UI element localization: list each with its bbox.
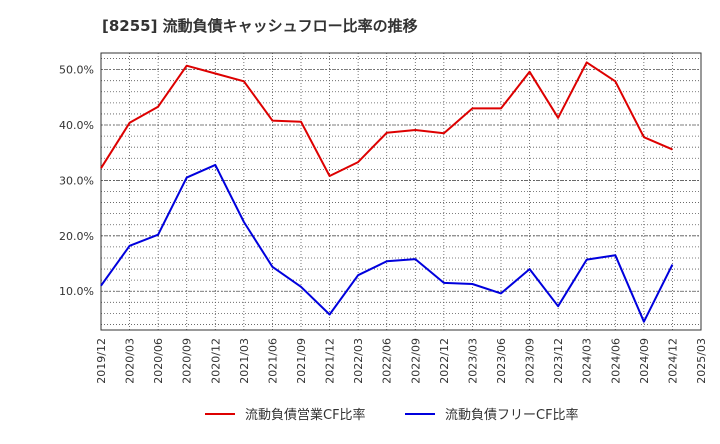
legend-label: 流動負債営業CF比率: [245, 407, 366, 423]
x-tick-label: 2023/09: [524, 338, 537, 384]
x-tick-label: 2024/03: [581, 338, 594, 384]
x-tick-label: 2025/03: [695, 338, 708, 384]
x-tick-label: 2021/09: [295, 338, 308, 384]
x-tick-label: 2020/12: [209, 338, 222, 384]
series-line-2: [100, 163, 674, 323]
series-line-1: [100, 61, 673, 177]
y-tick-label: 20.0%: [59, 230, 94, 243]
x-tick-label: 2023/06: [495, 338, 508, 384]
x-tick-label: 2020/09: [181, 338, 194, 384]
y-tick-label: 50.0%: [59, 64, 94, 77]
x-tick-label: 2023/12: [552, 338, 565, 384]
x-tick-label: 2020/03: [124, 338, 137, 384]
y-tick-label: 40.0%: [59, 119, 94, 132]
x-tick-label: 2021/06: [266, 338, 279, 384]
x-tick-label: 2022/09: [409, 338, 422, 384]
chart-title: [8255] 流動負債キャッシュフロー比率の推移: [102, 17, 418, 35]
x-tick-label: 2020/06: [152, 338, 165, 384]
x-tick-label: 2022/03: [352, 338, 365, 384]
x-tick-label: 2019/12: [95, 338, 108, 384]
x-tick-label: 2024/06: [609, 338, 622, 384]
x-tick-label: 2023/03: [466, 338, 479, 384]
y-tick-label: 30.0%: [59, 174, 94, 187]
x-tick-label: 2024/12: [666, 338, 679, 384]
x-tick-label: 2021/12: [324, 338, 337, 384]
x-tick-label: 2022/12: [438, 338, 451, 384]
plot-frame: [100, 52, 702, 331]
x-tick-label: 2024/09: [638, 338, 651, 384]
x-tick-label: 2022/06: [381, 338, 394, 384]
x-tick-label: 2021/03: [238, 338, 251, 384]
legend-label: 流動負債フリーCF比率: [445, 407, 579, 423]
y-tick-label: 10.0%: [59, 285, 94, 298]
